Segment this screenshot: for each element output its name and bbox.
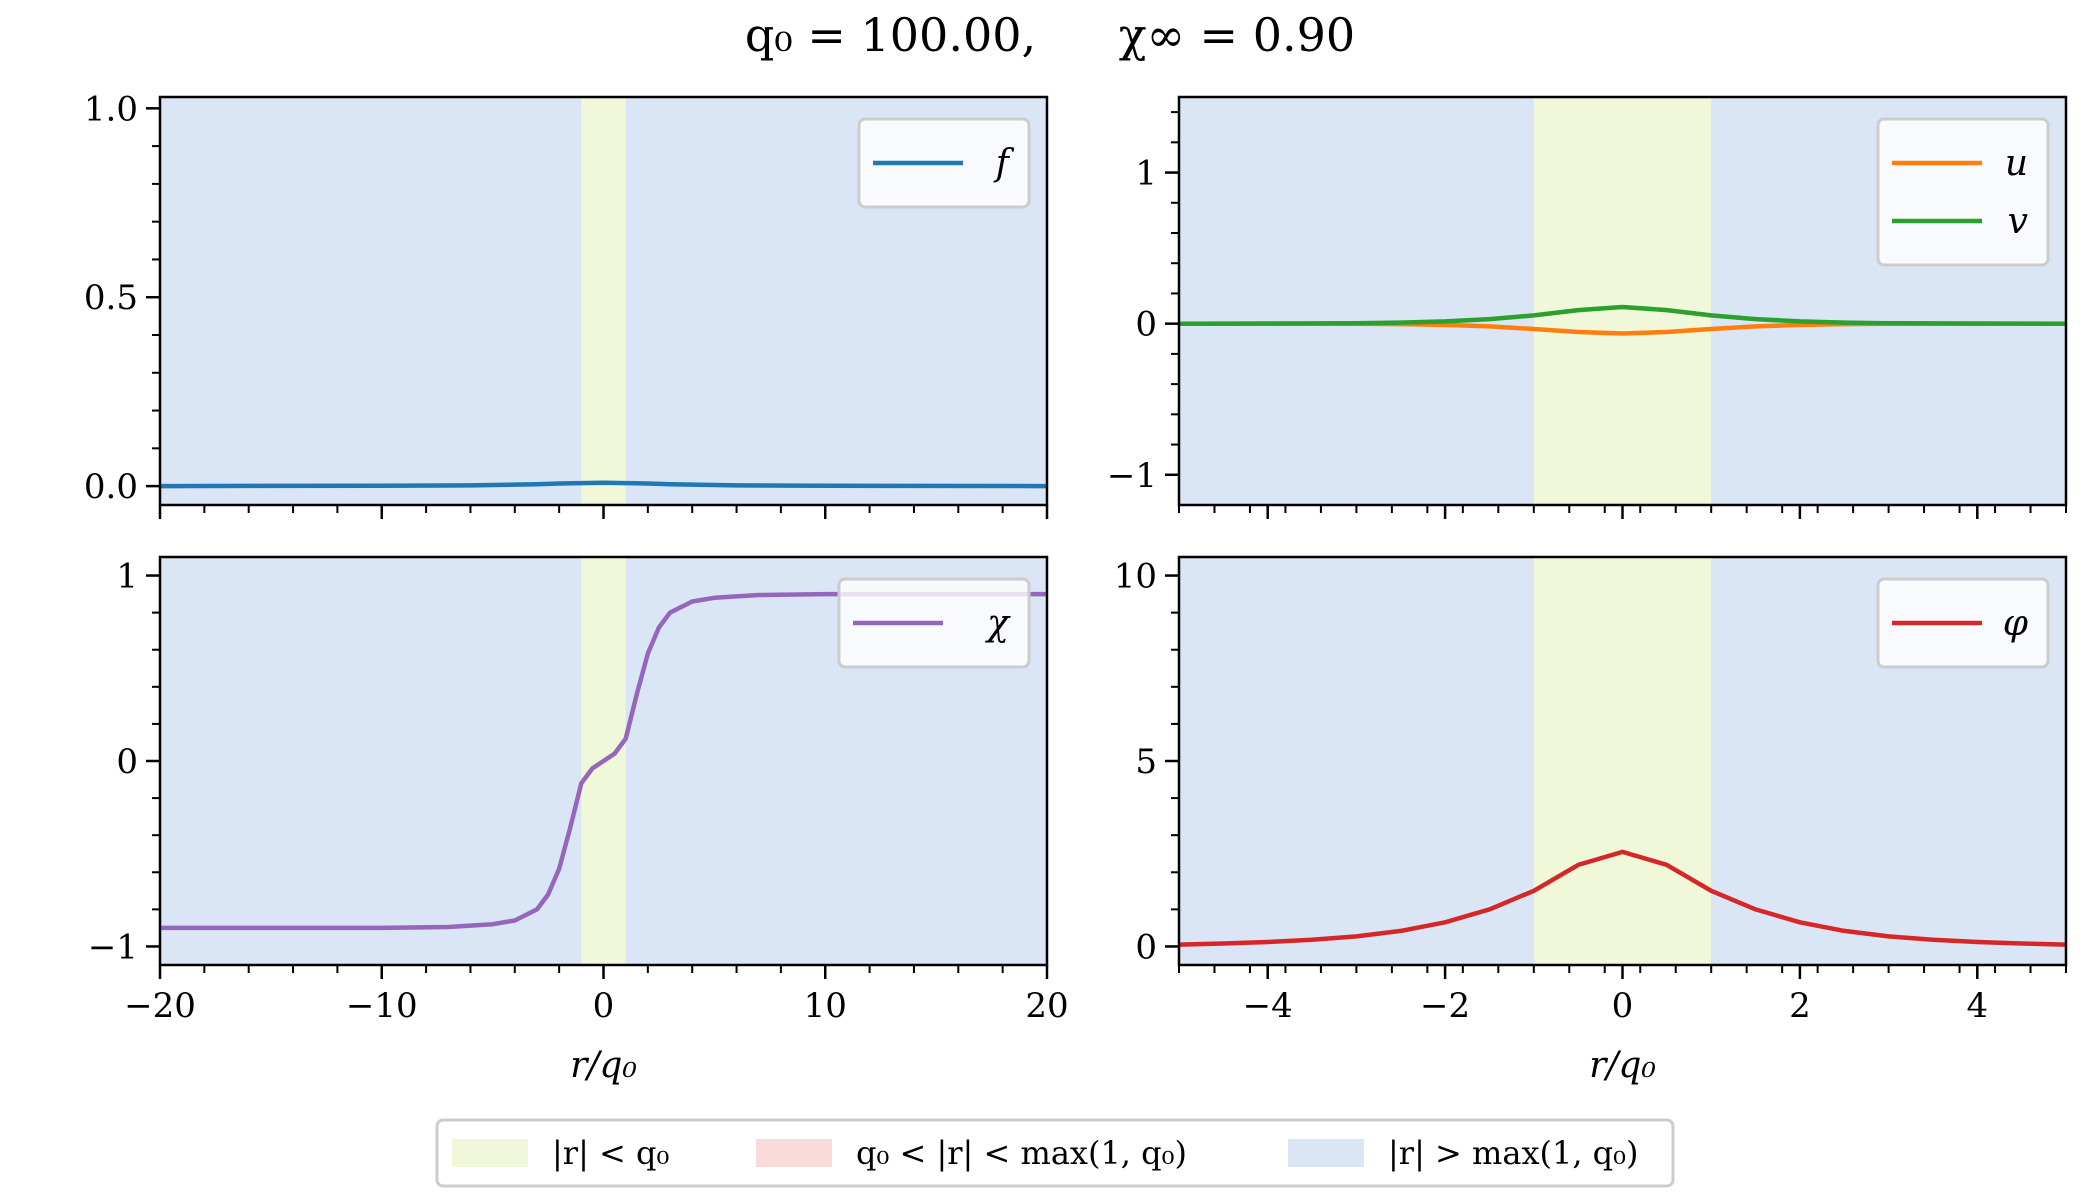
title-chi-inf: χ∞ = 0.90 [1118,8,1356,62]
region-legend-swatch [756,1139,832,1167]
y-tick-label: 0.0 [84,467,138,507]
x-tick-label: 4 [1966,986,1988,1026]
x-axis-label: r/q₀ [1589,1045,1656,1086]
panel-top-right: −1 0 1 uv [1107,95,2068,519]
legend-label-u: u [2005,143,2028,184]
region-legend-swatch [1288,1139,1364,1167]
region-inner [1533,97,1712,505]
title-q0: q₀ = 100.00, [744,8,1037,62]
region-inner [1533,557,1712,965]
y-tick-label: −1 [1107,456,1157,496]
y-tick-label: 0 [1135,927,1157,967]
x-axis-label: r/q₀ [570,1045,637,1086]
region-legend-box [435,1118,1675,1188]
region-legend-label: |r| < q₀ [552,1134,669,1172]
region-legend-label: |r| > max(1, q₀) [1388,1134,1638,1172]
x-tick-label: 0 [1612,986,1634,1026]
figure-title: q₀ = 100.00, χ∞ = 0.90 [0,8,2100,62]
x-tick-label: 0 [593,986,615,1026]
panel-top-left: 0.00.51.0f [84,89,1049,519]
legend-label-v: v [2008,201,2028,242]
series-line-f [160,480,1047,489]
y-tick-label: 0.5 [84,278,138,318]
legend-label-χ: χ [984,603,1011,644]
y-tick-label: 1 [1135,154,1157,194]
y-tick-label: 10 [1114,557,1157,597]
x-tick-label: −20 [124,986,196,1026]
y-tick-label: −1 [88,927,138,967]
region-legend-label: q₀ < |r| < max(1, q₀) [856,1134,1187,1172]
series-line-φ [1179,849,2066,947]
series-line-v [1179,304,2066,326]
region-legend: |r| < q₀ q₀ < |r| < max(1, q₀) |r| > max(1… [435,1118,1675,1188]
y-tick-label: 1 [116,557,138,597]
x-tick-label: −10 [346,986,418,1026]
series-line-χ [160,591,1047,931]
y-tick-label: 0 [1135,305,1157,345]
legend-box [1876,117,2050,267]
x-tick-label: −2 [1420,986,1470,1026]
x-tick-label: −4 [1243,986,1293,1026]
x-tick-label: 10 [804,986,847,1026]
x-tick-label: 2 [1789,986,1811,1026]
x-tick-label: 20 [1025,986,1068,1026]
panel-bottom-right: 0 5 10 −4 −2 0 2 4 r/q₀ φ [1114,555,2068,1086]
y-tick-label: 1.0 [84,89,138,129]
region-inner [581,97,626,505]
y-tick-label: 5 [1135,742,1157,782]
y-tick-label: 0 [116,742,138,782]
legend-label-φ: φ [2003,603,2029,644]
panel-bottom-left: −101−20 −10 0 10 20r/q₀χ [88,555,1069,1086]
region-legend-swatch [452,1139,528,1167]
